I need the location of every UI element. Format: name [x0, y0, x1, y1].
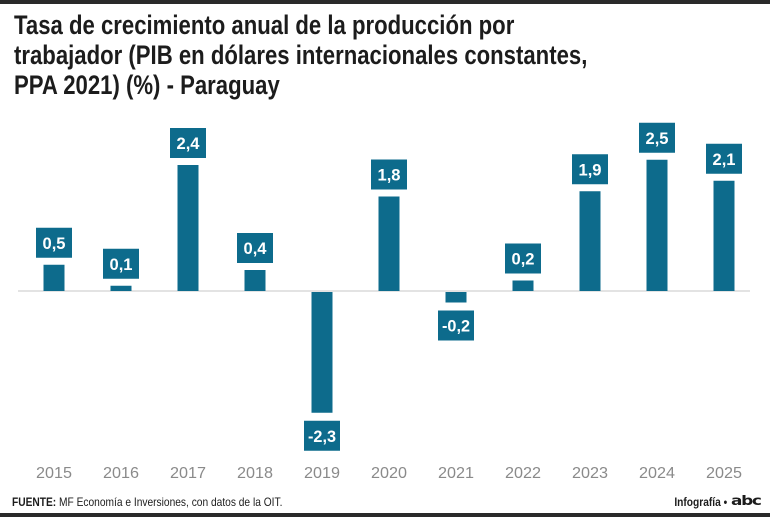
- x-tick-label-2018: 2018: [237, 465, 273, 482]
- source-label: FUENTE:: [12, 495, 57, 509]
- data-label-2019: -2,3: [308, 427, 336, 446]
- bar-2024: [646, 159, 668, 291]
- bar-2025: [713, 180, 735, 291]
- data-label-2021: -0,2: [442, 317, 470, 336]
- data-label-2020: 1,8: [378, 166, 401, 185]
- data-label-2022: 0,2: [512, 250, 535, 269]
- bar-2019: [311, 292, 333, 413]
- x-tick-label-2021: 2021: [438, 465, 474, 482]
- x-tick-label-2016: 2016: [103, 465, 139, 482]
- credit-text: Infografía •: [674, 494, 728, 509]
- x-axis-ticks: 2015 2016 2017 2018 2019 2020 2021 2022 2023 2024…: [36, 465, 742, 482]
- bar-2015: [43, 264, 65, 291]
- data-label-box-2020: [371, 159, 407, 190]
- chart-title: Tasa de crecimiento anual de la producci…: [14, 10, 752, 100]
- data-label-2025: 2,1: [713, 150, 736, 169]
- data-label-2017: 2,4: [177, 134, 201, 153]
- data-label-box-2024: [639, 122, 675, 153]
- data-label-box-2023: [572, 154, 608, 185]
- x-tick-label-2019: 2019: [304, 465, 340, 482]
- data-label-box-2018: [237, 233, 273, 263]
- bar-2018: [244, 270, 266, 291]
- bars-group: 0,5 0,1 2,4 0,4 -2,3 1,8 -0,2 0,2 1,9 2,5 2,1: [36, 122, 742, 451]
- credit: Infografía • abc: [665, 494, 762, 509]
- title-line-1: Tasa de crecimiento anual de la producci…: [14, 10, 515, 40]
- data-label-box-2021: [438, 310, 474, 341]
- x-tick-label-2015: 2015: [36, 465, 72, 482]
- data-label-2024: 2,5: [646, 129, 669, 148]
- data-label-box-2015: [36, 227, 72, 258]
- data-label-box-2022: [505, 243, 541, 274]
- title-line-2: trabajador (PIB en dólares internacional…: [14, 40, 588, 70]
- bar-2017: [177, 165, 199, 291]
- bar-2022: [512, 280, 534, 291]
- source-note: FUENTE: MF Economía e Inversiones, con d…: [12, 495, 282, 509]
- abc-logo: abc: [731, 494, 762, 509]
- x-tick-label-2025: 2025: [706, 465, 742, 482]
- bar-2016: [110, 285, 132, 291]
- top-rule: [0, 0, 770, 4]
- bar-2021: [445, 292, 467, 303]
- data-label-box-2019: [304, 420, 340, 451]
- data-label-2023: 1,9: [579, 160, 602, 179]
- data-label-2016: 0,1: [110, 255, 133, 274]
- bottom-rule: [0, 513, 770, 517]
- data-label-2015: 0,5: [43, 234, 66, 253]
- data-label-2018: 0,4: [244, 239, 268, 258]
- x-tick-label-2017: 2017: [170, 465, 206, 482]
- data-label-box-2025: [706, 143, 742, 174]
- bar-2023: [579, 191, 601, 291]
- source-text: MF Economía e Inversiones, con datos de …: [59, 495, 283, 509]
- x-tick-label-2024: 2024: [639, 465, 675, 482]
- x-tick-label-2022: 2022: [505, 465, 541, 482]
- x-tick-label-2020: 2020: [371, 465, 407, 482]
- title-line-3: PPA 2021) (%) - Paraguay: [14, 70, 280, 100]
- bar-2020: [378, 196, 400, 291]
- data-label-box-2016: [103, 248, 139, 279]
- data-label-box-2017: [170, 128, 206, 158]
- x-tick-label-2023: 2023: [572, 465, 608, 482]
